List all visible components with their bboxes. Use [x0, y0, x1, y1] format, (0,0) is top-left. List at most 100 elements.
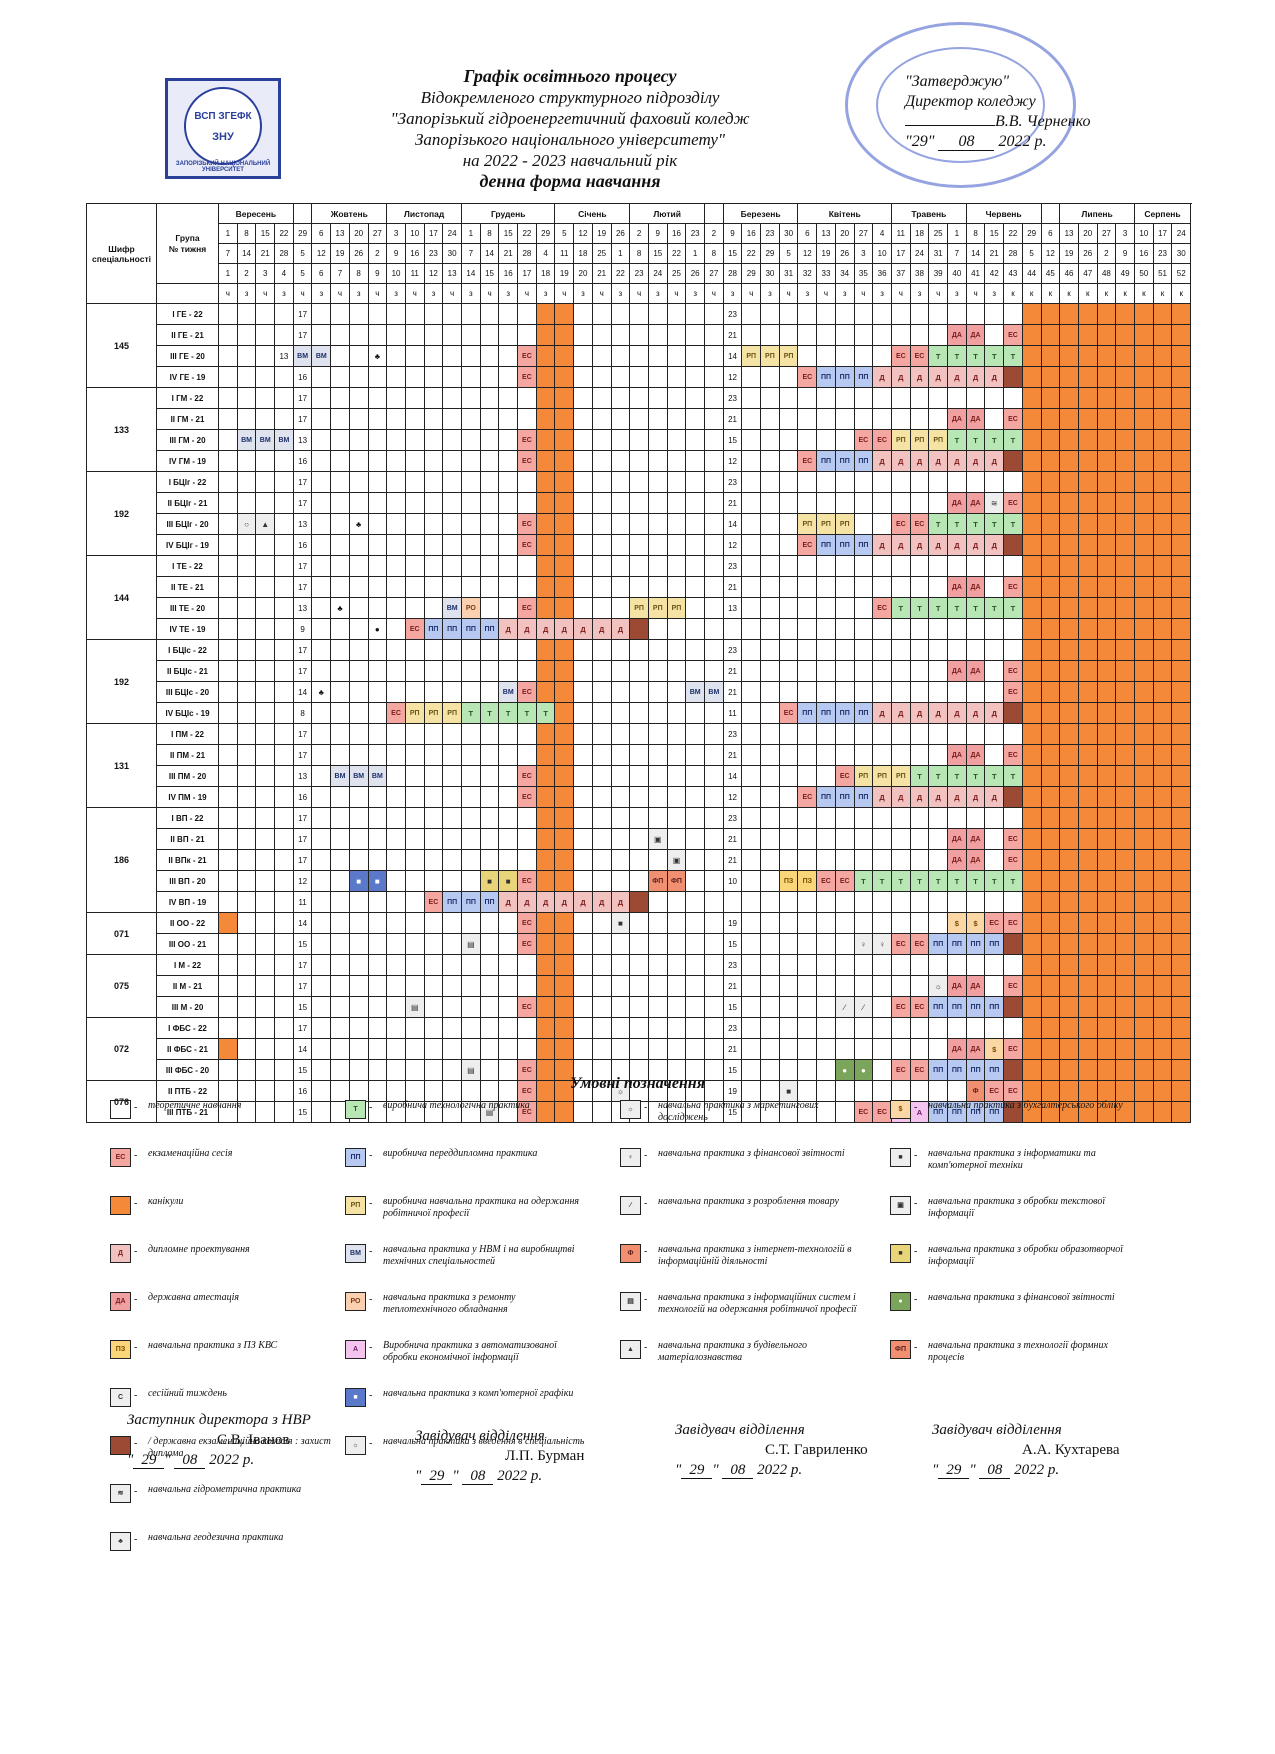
schedule-cell: [1040, 702, 1061, 724]
schedule-cell: [367, 408, 388, 430]
schedule-cell: [1096, 744, 1117, 766]
schedule-cell: [348, 639, 369, 661]
schedule-cell: [348, 492, 369, 514]
schedule-cell: [517, 954, 537, 976]
schedule-cell: [1059, 324, 1079, 346]
legend-item: А - Виробнича практика з автоматизованої о…: [345, 1340, 590, 1388]
schedule-cell: [872, 1017, 892, 1039]
schedule-cell: 17: [292, 639, 313, 661]
schedule-cell: [741, 870, 762, 892]
schedule-cell: [236, 849, 257, 871]
legend-swatch: [110, 1436, 131, 1455]
schedule-cell: ЕС: [1003, 1038, 1023, 1060]
week-hours-type: з: [834, 283, 855, 304]
schedule-cell: [404, 870, 425, 892]
schedule-cell: [367, 429, 388, 451]
schedule-cell: [1171, 891, 1192, 913]
schedule-cell: [797, 429, 818, 451]
schedule-cell: [367, 996, 388, 1018]
schedule-cell: [535, 576, 556, 598]
schedule-cell: [311, 408, 332, 430]
week-number: 13: [442, 263, 462, 284]
legend-text: навчальна геодезична практика: [148, 1532, 284, 1543]
schedule-cell: ♀: [853, 933, 874, 955]
schedule-cell: [778, 1101, 799, 1123]
week-start-day: 20: [1077, 223, 1098, 244]
week-hours-type: к: [1115, 283, 1135, 304]
schedule-cell: [517, 975, 537, 997]
week-hours-type: з: [647, 283, 668, 304]
schedule-cell: [610, 513, 631, 535]
schedule-cell: [498, 933, 519, 955]
schedule-cell: [890, 324, 911, 346]
schedule-cell: [1096, 681, 1117, 703]
schedule-cell: Д: [965, 450, 986, 472]
schedule-cell: [1021, 1038, 1042, 1060]
legend-dash: -: [914, 1198, 918, 1209]
schedule-cell: [218, 954, 238, 976]
week-number: 41: [965, 263, 986, 284]
legend-swatch: ▣: [890, 1196, 911, 1215]
schedule-cell: [704, 1017, 724, 1039]
schedule-cell: [834, 891, 855, 913]
schedule-cell: ЕС: [1003, 324, 1023, 346]
schedule-cell: [778, 597, 799, 619]
week-end-day: 22: [666, 243, 687, 264]
schedule-cell: [236, 933, 257, 955]
schedule-cell: [442, 324, 462, 346]
schedule-cell: [984, 954, 1005, 976]
schedule-cell: [834, 618, 855, 640]
schedule-cell: Д: [909, 534, 930, 556]
schedule-cell: [704, 429, 724, 451]
week-number: 6: [311, 263, 332, 284]
schedule-cell: [498, 387, 519, 409]
week-end-day: 23: [423, 243, 444, 264]
schedule-cell: [554, 786, 575, 808]
signature-month: 08: [979, 1462, 1011, 1479]
week-hours-type: ч: [404, 283, 425, 304]
schedule-cell: Д: [909, 786, 930, 808]
schedule-cell: Д: [928, 366, 949, 388]
week-number: 30: [760, 263, 780, 284]
schedule-cell: [311, 555, 332, 577]
schedule-cell: [311, 303, 332, 325]
schedule-cell: [423, 534, 444, 556]
schedule-cell: [535, 492, 556, 514]
schedule-cell: [1152, 828, 1173, 850]
schedule-cell: [1021, 660, 1042, 682]
schedule-cell: [872, 807, 892, 829]
schedule-cell: 19: [722, 912, 743, 934]
legend-text: навчальна практика з технології формних …: [928, 1340, 1108, 1363]
week-hours-type: з: [872, 283, 892, 304]
week-number: 7: [330, 263, 350, 284]
schedule-cell: 17: [292, 849, 313, 871]
schedule-cell: [236, 387, 257, 409]
schedule-cell: [1133, 891, 1154, 913]
schedule-cell: [311, 513, 332, 535]
week-number: 11: [404, 263, 425, 284]
schedule-cell: [965, 954, 986, 976]
table-row: II БЦІс - 21 17 21 ДА ДА ЕС: [87, 660, 1192, 682]
schedule-cell: [330, 618, 350, 640]
schedule-cell: [479, 681, 500, 703]
signature-year: 2022 р.: [1014, 1462, 1060, 1478]
schedule-cell: ЕС: [517, 450, 537, 472]
schedule-cell: ДА: [965, 660, 986, 682]
week-end-day: 1: [685, 243, 705, 264]
schedule-cell: ПП: [984, 996, 1005, 1018]
signature-line: [905, 125, 995, 126]
schedule-cell: [274, 891, 294, 913]
schedule-cell: [404, 933, 425, 955]
schedule-cell: [741, 429, 762, 451]
schedule-cell: [1040, 786, 1061, 808]
schedule-cell: РП: [872, 765, 892, 787]
table-row: II ФБС - 21 14 21 ДА ДА $ ЕС: [87, 1038, 1192, 1060]
schedule-cell: [367, 576, 388, 598]
schedule-cell: [386, 366, 406, 388]
schedule-cell: [423, 576, 444, 598]
schedule-cell: [778, 303, 799, 325]
schedule-cell: [517, 1038, 537, 1060]
schedule-cell: [853, 975, 874, 997]
month-header: Листопад: [386, 203, 462, 224]
schedule-cell: [498, 513, 519, 535]
